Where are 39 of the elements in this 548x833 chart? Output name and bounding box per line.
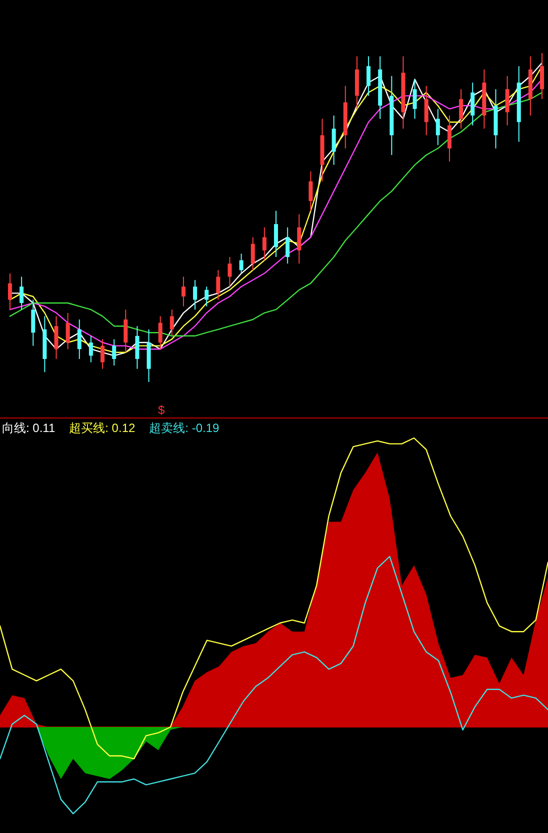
candlestick [274, 210, 278, 258]
candlestick [250, 236, 255, 271]
candlestick [88, 335, 93, 363]
text: 超买线: 0.12 [69, 421, 136, 435]
candlestick [540, 52, 544, 100]
candlestick [77, 318, 82, 360]
candlestick [204, 286, 209, 307]
candlestick [135, 326, 140, 370]
candlestick [100, 338, 105, 370]
candlestick [66, 312, 70, 350]
candlestick [112, 338, 116, 366]
text: 向线: 0.11 [2, 421, 56, 435]
candlestick [20, 276, 24, 310]
candlestick [239, 253, 244, 274]
candlestick [54, 316, 58, 360]
candlestick [308, 170, 313, 212]
candlestick [228, 256, 232, 288]
text: 超卖线: -0.19 [149, 421, 220, 435]
candlestick [505, 76, 510, 126]
candlestick [366, 56, 371, 96]
candlestick [412, 78, 417, 120]
candlestick [470, 82, 475, 126]
candlestick [262, 226, 266, 261]
candlestick [8, 272, 12, 310]
candlestick [297, 214, 302, 264]
text: $ [158, 403, 165, 417]
candlestick [424, 85, 428, 136]
candlestick [170, 309, 174, 336]
candlestick [447, 115, 452, 162]
candlestick [459, 88, 464, 130]
candlestick [193, 280, 198, 310]
candlestick [332, 115, 336, 166]
candlestick [216, 270, 220, 300]
candlestick [124, 309, 128, 353]
candlestick [158, 316, 162, 350]
candlestick [181, 276, 186, 307]
candlestick [286, 226, 290, 264]
candlestick [31, 299, 36, 346]
candlestick [436, 108, 440, 146]
